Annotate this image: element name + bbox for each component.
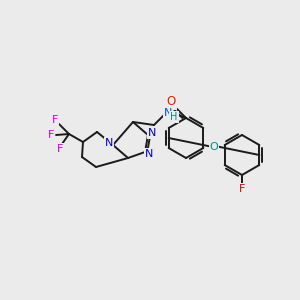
Text: O: O (210, 142, 218, 152)
Text: F: F (52, 115, 58, 125)
Text: N: N (148, 128, 156, 138)
Text: O: O (167, 95, 176, 109)
Text: N: N (105, 138, 113, 148)
Text: N: N (164, 108, 172, 118)
Text: F: F (239, 184, 245, 194)
Text: N: N (145, 149, 153, 159)
Text: H: H (170, 112, 178, 122)
Text: F: F (48, 130, 54, 140)
Text: F: F (57, 144, 63, 154)
